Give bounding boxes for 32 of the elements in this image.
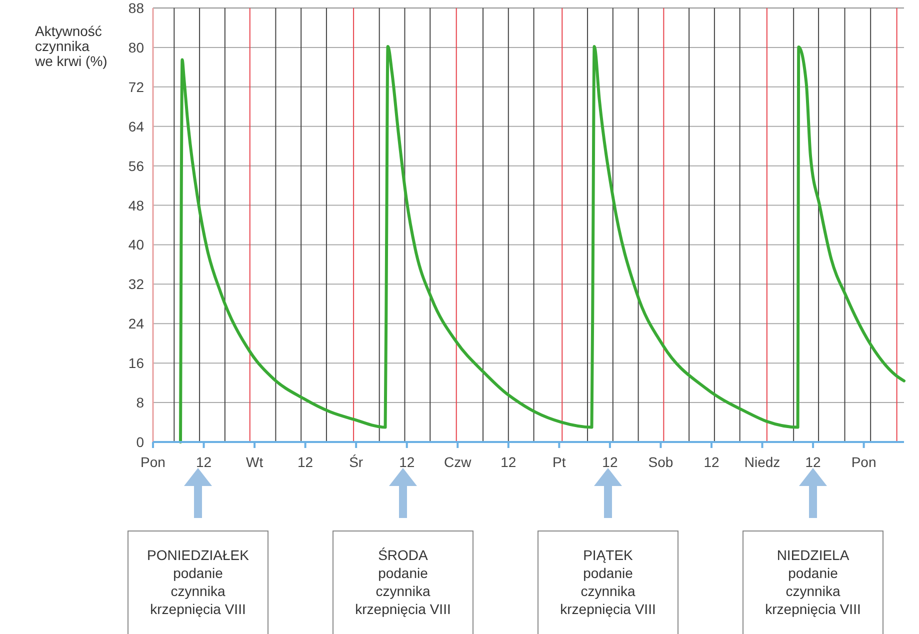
- text: PIĄTEK podanie czynnika krzepnięcia VIII: [560, 547, 656, 617]
- y-tick-label: 16: [128, 355, 144, 372]
- x-tick-label: Pt: [552, 454, 566, 470]
- y-tick-label: 40: [128, 236, 144, 253]
- y-tick-label: 88: [128, 0, 144, 16]
- x-tick-label: 12: [196, 454, 212, 470]
- x-tick-label: 12: [602, 454, 618, 470]
- x-tick-label: 12: [805, 454, 822, 470]
- y-tick-label: 0: [136, 434, 144, 450]
- x-tick-label: Śr: [349, 454, 364, 470]
- text: ŚRODA podanie czynnika krzepnięcia VIII: [355, 547, 451, 617]
- x-tick-label: 12: [399, 454, 415, 470]
- y-tick-label: 24: [128, 316, 144, 332]
- x-tick-label: Pon: [140, 454, 166, 470]
- x-tick-label: 12: [500, 454, 516, 470]
- y-tick-label: 64: [128, 118, 144, 134]
- y-tick-label: 72: [128, 78, 144, 95]
- x-tick-label: Wt: [246, 454, 264, 470]
- y-tick-label: 48: [128, 197, 144, 214]
- x-tick-label: Czw: [444, 454, 472, 470]
- y-tick-label: 56: [128, 158, 144, 174]
- text: NIEDZIELA podanie czynnika krzepnięcia VIII: [765, 547, 861, 617]
- x-tick-label: Sob: [648, 454, 674, 470]
- x-tick-label: Niedz: [744, 454, 780, 470]
- x-tick-label: Pon: [851, 454, 876, 470]
- x-tick-label: 12: [298, 454, 314, 470]
- x-tick-label: 12: [704, 454, 720, 470]
- y-tick-label: 80: [128, 39, 144, 56]
- y-tick-label: 8: [136, 394, 144, 411]
- y-axis-title: Aktywność czynnika we krwi (%): [34, 23, 108, 69]
- y-tick-label: 32: [128, 276, 144, 292]
- text: PONIEDZIAŁEK podanie czynnika krzepnięcia VIII: [147, 547, 250, 617]
